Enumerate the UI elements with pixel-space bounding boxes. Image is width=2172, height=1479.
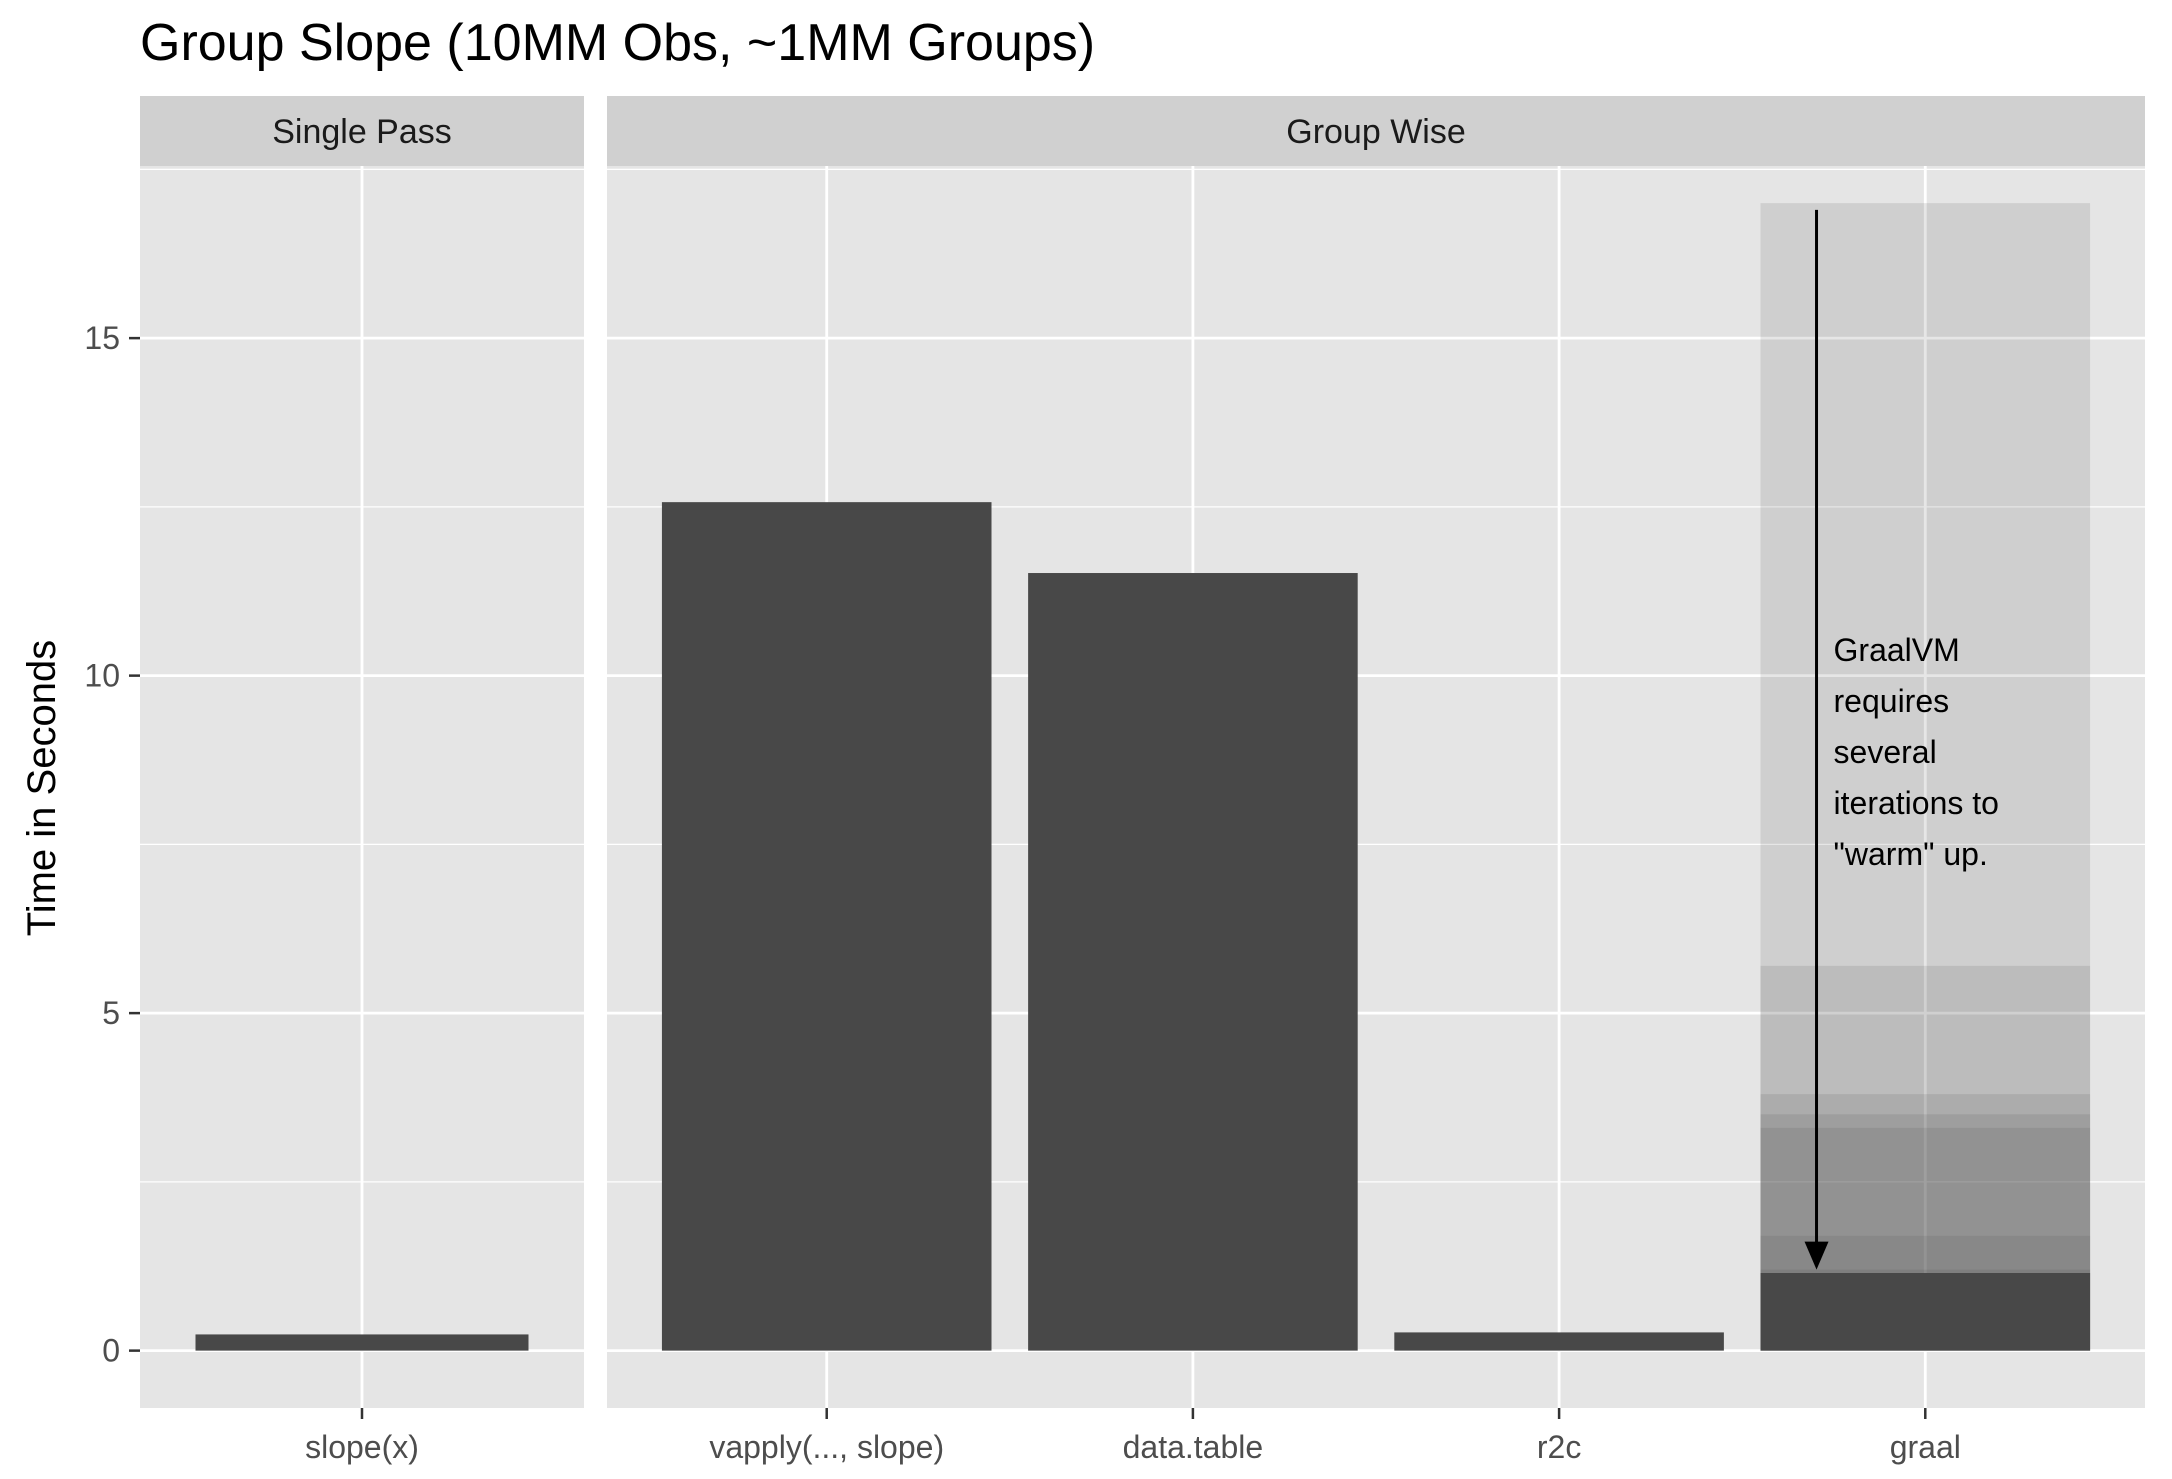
annotation-line: "warm" up. bbox=[1834, 836, 1988, 872]
y-axis-title: Time in Seconds bbox=[20, 640, 64, 936]
chart-title: Group Slope (10MM Obs, ~1MM Groups) bbox=[140, 14, 1095, 72]
x-tick-label: slope(x) bbox=[305, 1429, 419, 1465]
y-tick-label: 5 bbox=[102, 995, 120, 1031]
y-tick-label: 10 bbox=[84, 658, 120, 694]
bar-r2c bbox=[1394, 1332, 1724, 1351]
x-tick-label: graal bbox=[1890, 1429, 1961, 1465]
y-axis: 0 5 10 15 bbox=[84, 320, 140, 1369]
bar-data-table bbox=[1028, 573, 1358, 1351]
strip-label: Single Pass bbox=[272, 113, 452, 151]
x-tick-label: data.table bbox=[1123, 1429, 1264, 1465]
panel-1: Single Pass slope(x) bbox=[140, 96, 584, 1465]
annotation-line: several bbox=[1834, 734, 1937, 770]
y-tick-label: 0 bbox=[102, 1333, 120, 1369]
x-tick-label: r2c bbox=[1537, 1429, 1581, 1465]
x-tick-label: vapply(..., slope) bbox=[709, 1429, 944, 1465]
annotation-arrowhead bbox=[1804, 1241, 1829, 1270]
y-tick-label: 15 bbox=[84, 320, 120, 356]
strip-bg bbox=[607, 96, 2145, 166]
bar-vapply-slope bbox=[661, 502, 992, 1351]
annotation-line: iterations to bbox=[1834, 785, 1999, 821]
panel-2: Group Wise vapply(..., slope) data.table r2… bbox=[607, 96, 2145, 1465]
annotation-line: GraalVM bbox=[1834, 632, 1960, 668]
bar-slope-x bbox=[195, 1334, 529, 1351]
bar-graal bbox=[1760, 1273, 2091, 1351]
strip-label: Group Wise bbox=[1286, 113, 1466, 151]
panels: Single Pass slope(x) Group Wise vapply(...,… bbox=[140, 96, 2145, 1465]
annotation-line: requires bbox=[1834, 683, 1950, 719]
strip-bg bbox=[140, 96, 584, 166]
